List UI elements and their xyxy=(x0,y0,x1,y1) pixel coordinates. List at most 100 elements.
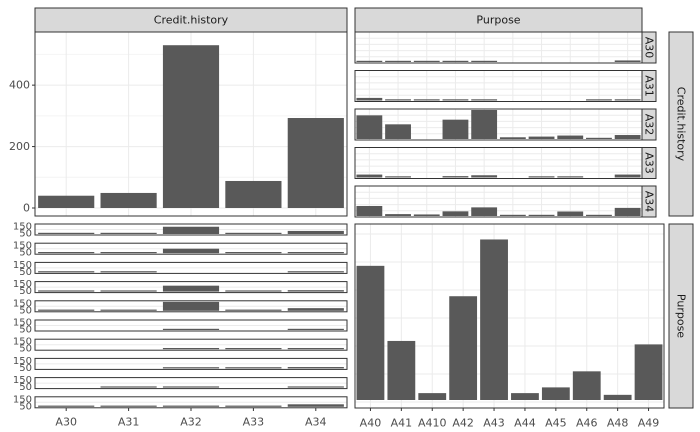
strip-right-bottom-bg xyxy=(668,223,694,409)
facet-bar-A33-A49 xyxy=(614,174,641,178)
facet-bar-A32-A44 xyxy=(499,137,526,139)
credit-bar-A34 xyxy=(287,118,344,208)
facet-strip-A34: A34 xyxy=(643,191,656,213)
strip-right-bottom: Purpose xyxy=(675,294,688,338)
bl-bar-A42-A32 xyxy=(162,285,220,292)
purpose-bar-A48 xyxy=(603,394,632,400)
bl-bar-A45-A34 xyxy=(287,348,344,350)
bl-bar-A48-A34 xyxy=(287,386,344,388)
panel-top-left xyxy=(34,31,348,217)
facet-bar-A33-A40 xyxy=(356,174,383,178)
facet-bar-A30-A49 xyxy=(614,60,641,62)
purpose-bar-A40 xyxy=(356,265,385,400)
purpose-bar-A49 xyxy=(634,344,663,400)
bl-panel-A46 xyxy=(34,357,348,370)
facet-bar-A31-A410 xyxy=(413,99,440,101)
bl-bar-A43-A33 xyxy=(225,309,282,311)
bl-bar-A40-A30 xyxy=(38,232,95,234)
bl-panel-A44 xyxy=(34,319,348,332)
facet-bar-A31-A43 xyxy=(471,99,498,101)
facet-bar-A34-A41 xyxy=(385,214,411,216)
bl-bar-A44-A32 xyxy=(162,328,220,330)
purpose-bar-A44 xyxy=(511,393,539,400)
facet-bar-A33-A42 xyxy=(442,176,469,178)
bl-ytick-label: 50 xyxy=(19,401,32,412)
bl-bar-A42-A31 xyxy=(100,290,157,292)
facet-bar-A34-A43 xyxy=(471,207,498,216)
credit-bar-A33 xyxy=(225,180,282,208)
facet-bar-A33-A43 xyxy=(471,175,498,178)
facet-bar-A32-A41 xyxy=(385,124,411,139)
panel-bottom-right xyxy=(354,223,665,409)
bl-bar-A41-A33 xyxy=(225,252,282,254)
strip-top-left-bg xyxy=(34,7,348,33)
facet-bar-A34-A44 xyxy=(499,214,526,216)
credit-bar-A30 xyxy=(38,195,95,208)
bl-ytick-label: 150 xyxy=(13,260,32,271)
bl-panel-A49 xyxy=(34,396,348,409)
bl-panel-A410 xyxy=(34,261,348,274)
br-xtick-label: A46 xyxy=(576,417,598,430)
bl-bar-A43-A34 xyxy=(287,308,344,311)
br-xtick-label: A48 xyxy=(607,417,629,430)
bl-ytick-label: 50 xyxy=(19,248,32,259)
bl-bar-A44-A34 xyxy=(287,328,344,330)
purpose-bar-A46 xyxy=(572,371,601,400)
bl-bar-A43-A31 xyxy=(100,309,157,311)
bl-bar-A43-A30 xyxy=(38,309,95,311)
facet-bar-A31-A42 xyxy=(442,99,469,101)
bl-ytick-label: 150 xyxy=(13,222,32,233)
credit-bar-A32 xyxy=(162,45,220,208)
facet-bar-A31-A40 xyxy=(356,97,383,101)
purpose-bar-A43 xyxy=(480,239,508,400)
bl-ytick-label: 150 xyxy=(13,318,32,329)
purpose-bar-A45 xyxy=(541,387,570,400)
br-xtick-label: A40 xyxy=(360,417,382,430)
strip-top-right: Purpose xyxy=(476,14,520,27)
bl-ytick-label: 150 xyxy=(13,279,32,290)
facet-bar-A30-A43 xyxy=(471,60,498,62)
br-xtick-label: A41 xyxy=(391,417,413,430)
facet-bar-A31-A41 xyxy=(385,99,411,101)
bl-xtick-label: A33 xyxy=(243,416,265,429)
bl-ytick-label: 50 xyxy=(19,363,32,374)
bl-ytick-label: 50 xyxy=(19,325,32,336)
bl-bar-A40-A34 xyxy=(287,230,344,234)
strip-top-left: Credit.history xyxy=(154,14,229,27)
facet-strip-A32-bg xyxy=(641,108,657,141)
facet-bar-A34-A48 xyxy=(586,214,612,216)
facet-strip-A32: A32 xyxy=(643,114,656,136)
facet-bar-A30-A40 xyxy=(356,60,383,62)
facet-bar-A34-A410 xyxy=(413,214,440,216)
facet-strip-A30-bg xyxy=(641,31,657,64)
bl-bar-A49-A32 xyxy=(162,405,220,407)
facet-bar-A34-A49 xyxy=(614,207,641,216)
bl-bar-A42-A33 xyxy=(225,290,282,292)
bl-ytick-label: 50 xyxy=(19,344,32,355)
bl-bar-A40-A32 xyxy=(162,226,220,234)
facet-strip-A33: A33 xyxy=(643,152,656,174)
facet-bar-A30-A42 xyxy=(442,60,469,62)
br-xtick-label: A42 xyxy=(452,417,474,430)
tl-ytick-label: 0 xyxy=(23,202,30,215)
facet-bar-A30-A410 xyxy=(413,60,440,62)
bl-ytick-label: 50 xyxy=(19,305,32,316)
bl-panel-A45 xyxy=(34,338,348,351)
bl-ytick-label: 50 xyxy=(19,382,32,393)
credit-bar-A31 xyxy=(100,192,157,208)
bl-ytick-label: 150 xyxy=(13,356,32,367)
bl-bar-A48-A32 xyxy=(162,386,220,388)
br-xtick-label: A49 xyxy=(638,417,660,430)
facet-strip-A31: A31 xyxy=(643,75,656,97)
bl-bar-A40-A31 xyxy=(100,232,157,234)
purpose-bar-A41 xyxy=(387,340,416,400)
bl-bar-A49-A31 xyxy=(100,405,157,407)
tl-ytick-label: 200 xyxy=(9,140,30,153)
facet-bar-A32-A43 xyxy=(471,110,498,139)
bl-bar-A49-A33 xyxy=(225,405,282,407)
bl-bar-A45-A33 xyxy=(225,348,282,350)
bl-bar-A49-A34 xyxy=(287,404,344,407)
bl-bar-A41-A31 xyxy=(100,252,157,254)
bl-bar-A41-A34 xyxy=(287,252,344,254)
bl-bar-A410-A34 xyxy=(287,271,344,273)
